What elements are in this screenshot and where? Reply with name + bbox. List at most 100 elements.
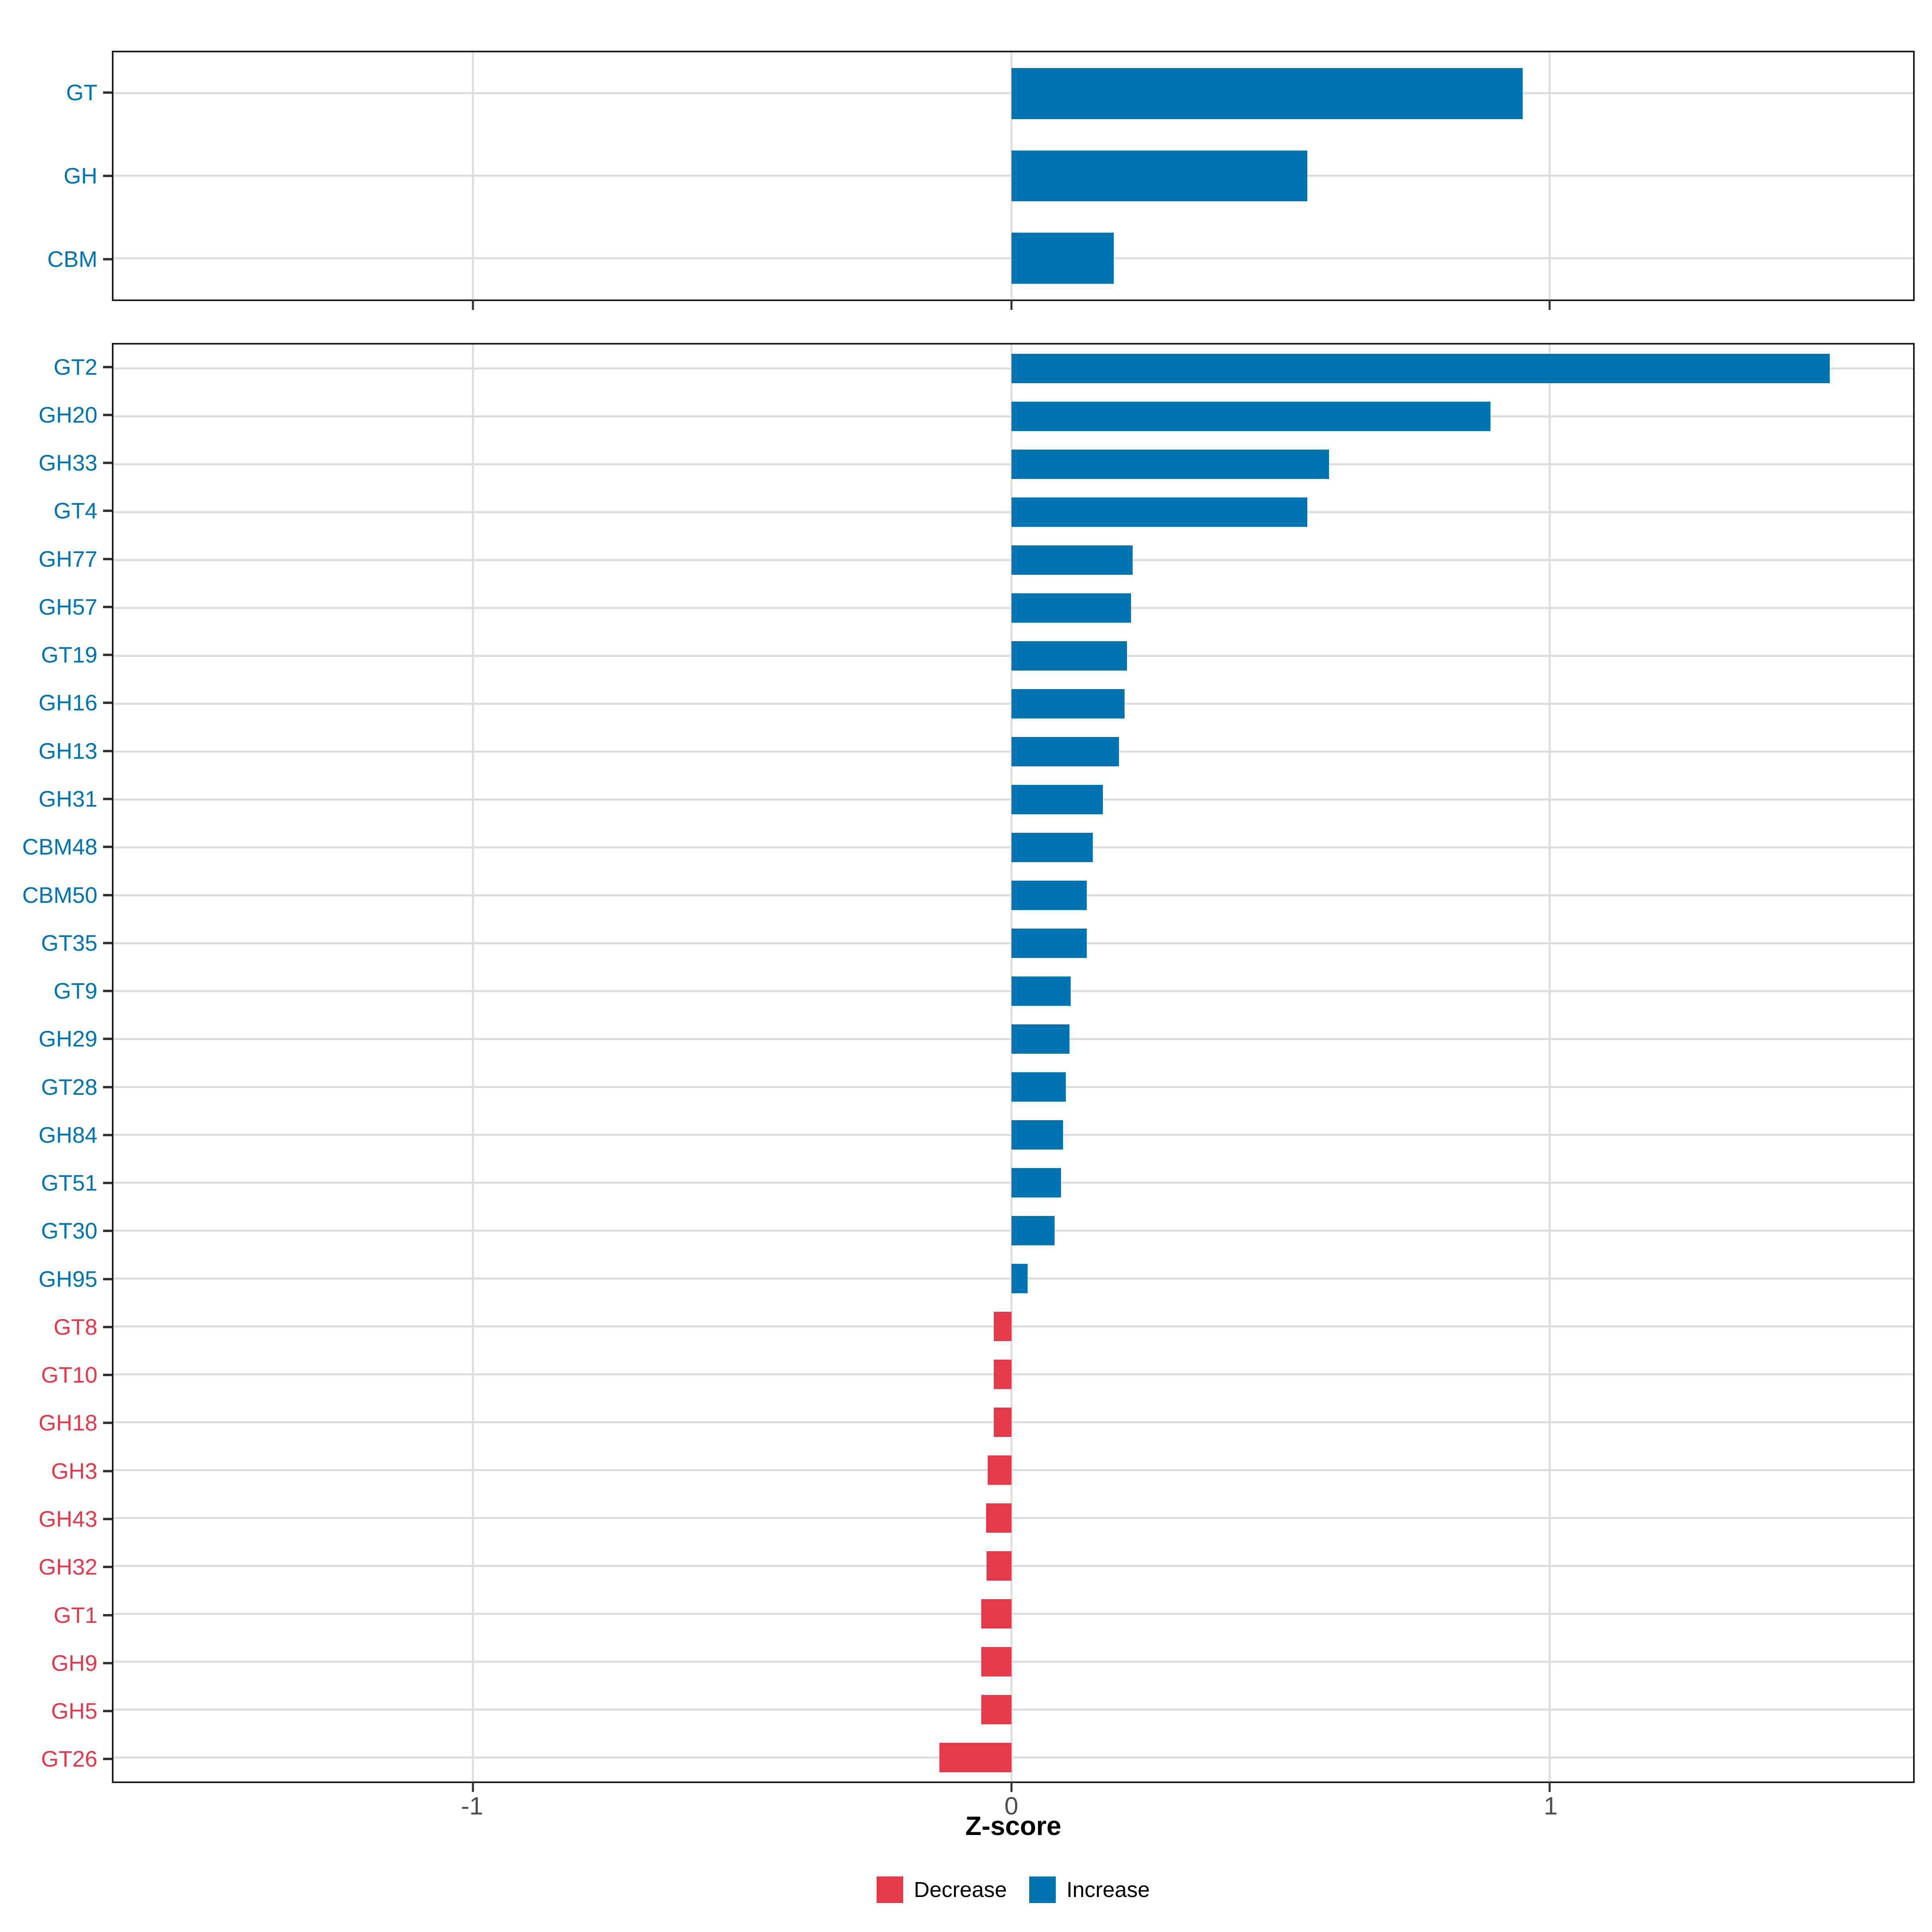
- y-axis-tick-mark: [103, 798, 112, 801]
- bar-GT30: [1011, 1216, 1055, 1246]
- y-label-row: GT30: [0, 1207, 112, 1255]
- y-axis-tick-mark: [103, 1470, 112, 1472]
- y-axis-tick-mark: [103, 749, 112, 752]
- y-label-GH43: GH43: [38, 1506, 97, 1532]
- y-label-GT9: GT9: [54, 978, 97, 1004]
- y-label-GH18: GH18: [38, 1410, 97, 1436]
- y-label-row: GH33: [0, 439, 112, 487]
- y-label-GH16: GH16: [38, 690, 97, 716]
- bar-row-GH18: [114, 1398, 1913, 1446]
- x-axis-tick-mark: [1548, 299, 1551, 310]
- y-label-GH3: GH3: [51, 1458, 97, 1484]
- legend-swatch-increase: [1029, 1876, 1056, 1903]
- bar-CBM50: [1011, 880, 1087, 910]
- bar-GH95: [1011, 1263, 1028, 1294]
- bar-row-GT4: [114, 488, 1913, 536]
- bar-CBM: [1011, 233, 1114, 284]
- family-ylabels: GT2 GH20 GH33 GT4 GH77 GH57 GT19 GH16 GH13 GH31 CB…: [0, 343, 112, 1783]
- horizontal-gridline: [114, 1517, 1913, 1519]
- y-axis-tick-mark: [103, 1710, 112, 1713]
- bar-row-GH77: [114, 536, 1913, 584]
- x-tick-label-1: 1: [1544, 1792, 1558, 1820]
- bar-GT2: [1011, 353, 1830, 384]
- bar-row-GH31: [114, 776, 1913, 824]
- bar-row-GT26: [114, 1734, 1913, 1781]
- bar-GT35: [1011, 928, 1087, 958]
- y-axis-tick-mark: [103, 1614, 112, 1616]
- bar-GH16: [1011, 689, 1125, 719]
- bar-row-GH16: [114, 680, 1913, 728]
- y-label-row: GH84: [0, 1111, 112, 1159]
- y-label-GT2: GT2: [54, 354, 97, 380]
- bar-row-GT35: [114, 919, 1913, 967]
- y-label-GT10: GT10: [41, 1362, 97, 1388]
- y-label-row: GT: [0, 51, 112, 134]
- bar-GH31: [1011, 784, 1103, 815]
- y-label-GH29: GH29: [38, 1026, 97, 1052]
- horizontal-gridline: [114, 1660, 1913, 1663]
- y-label-row: GH43: [0, 1495, 112, 1543]
- y-axis-tick-mark: [103, 510, 112, 512]
- y-label-row: GH32: [0, 1543, 112, 1591]
- bar-row-CBM50: [114, 871, 1913, 919]
- vertical-gridline: [472, 345, 474, 1781]
- x-axis-tick-mark: [1010, 1781, 1013, 1792]
- y-axis-tick-mark: [103, 1566, 112, 1569]
- bar-GH18: [993, 1407, 1011, 1437]
- legend-label-increase: Increase: [1066, 1878, 1150, 1902]
- y-label-GT35: GT35: [41, 930, 97, 956]
- horizontal-gridline: [114, 1373, 1913, 1375]
- bar-row-GT30: [114, 1207, 1913, 1255]
- y-axis-tick-mark: [103, 557, 112, 560]
- bar-row-GH3: [114, 1446, 1913, 1494]
- y-axis-tick-mark: [103, 1133, 112, 1136]
- bar-row-GT: [114, 52, 1913, 135]
- bar-GT26: [939, 1742, 1011, 1773]
- y-label-row: GH5: [0, 1687, 112, 1735]
- x-axis-tick-labels: -1 0 1: [112, 1792, 1915, 1820]
- bar-row-GH32: [114, 1542, 1913, 1590]
- legend: Decrease Increase: [112, 1872, 1915, 1908]
- bar-row-GH33: [114, 440, 1913, 488]
- y-label-row: GH16: [0, 679, 112, 727]
- family-panel: GT2 GH20 GH33 GT4 GH77 GH57 GT19 GH16 GH13 GH31 CB…: [0, 343, 1915, 1792]
- y-label-GH84: GH84: [38, 1122, 97, 1148]
- y-label-row: GH: [0, 134, 112, 217]
- y-axis-tick-mark: [103, 174, 112, 177]
- y-label-row: GH29: [0, 1015, 112, 1063]
- y-label-row: CBM50: [0, 871, 112, 919]
- vertical-gridline: [1548, 345, 1551, 1781]
- bar-GH32: [987, 1551, 1011, 1581]
- y-label-GH77: GH77: [38, 546, 97, 572]
- y-axis-tick-mark: [103, 413, 112, 416]
- bar-row-GH9: [114, 1638, 1913, 1686]
- bar-GH33: [1011, 449, 1329, 479]
- bar-GT51: [1011, 1168, 1061, 1198]
- bar-GH5: [981, 1695, 1011, 1725]
- bar-row-GH29: [114, 1015, 1913, 1063]
- bar-GT1: [981, 1599, 1011, 1629]
- y-label-row: GH95: [0, 1255, 112, 1303]
- bar-GH57: [1011, 593, 1131, 623]
- bar-row-GH: [114, 135, 1913, 217]
- x-axis-tick-mark: [1548, 1781, 1551, 1792]
- y-label-GT4: GT4: [54, 498, 97, 524]
- y-label-row: GT26: [0, 1735, 112, 1783]
- y-label-GH33: GH33: [38, 450, 97, 476]
- y-label-row: GT51: [0, 1159, 112, 1207]
- bar-row-CBM: [114, 217, 1913, 299]
- y-label-GT19: GT19: [41, 642, 97, 668]
- y-label-GH57: GH57: [38, 594, 97, 619]
- bar-row-GH20: [114, 392, 1913, 440]
- x-axis-tick-mark: [472, 1781, 474, 1792]
- bar-GT8: [993, 1311, 1011, 1342]
- y-axis-tick-mark: [103, 1518, 112, 1520]
- bar-row-GH84: [114, 1111, 1913, 1159]
- bar-GH43: [986, 1503, 1011, 1533]
- bar-row-GH13: [114, 728, 1913, 776]
- bar-row-GT51: [114, 1159, 1913, 1207]
- y-label-GH9: GH9: [51, 1650, 97, 1676]
- y-label-GT51: GT51: [41, 1170, 97, 1196]
- bar-row-GH5: [114, 1686, 1913, 1734]
- bar-GH84: [1011, 1120, 1063, 1150]
